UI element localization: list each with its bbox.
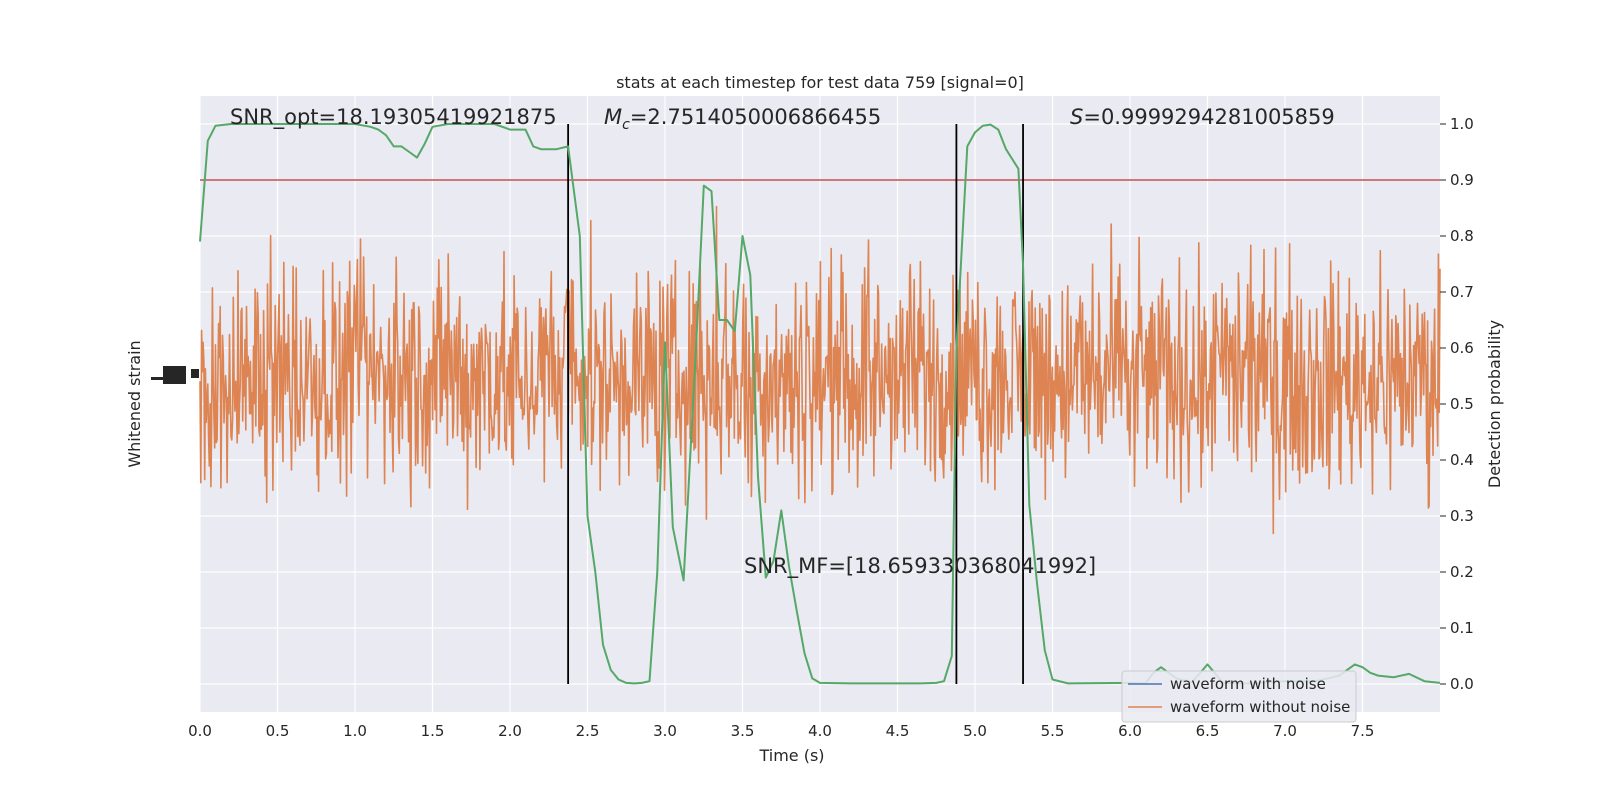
x-tick-label: 1.5 [421, 722, 445, 740]
waveform-without-noise-series [199, 205, 1441, 535]
x-tick-label: 3.5 [731, 722, 755, 740]
annotation-mc-symbol: M [604, 105, 622, 129]
annotation-snr-mf: SNR_MF=[18.659330368041992] [744, 554, 1096, 579]
x-tick-label: 0.5 [266, 722, 290, 740]
y-tick-label-right: 0.9 [1450, 171, 1474, 189]
waveform-without-noise-line [199, 205, 1441, 535]
x-tick-label: 4.5 [886, 722, 910, 740]
y-tick-label-right: 0.7 [1450, 283, 1474, 301]
legend: waveform with noise waveform without noi… [1121, 670, 1357, 723]
x-tick-label: 2.5 [576, 722, 600, 740]
x-axis-label: Time (s) [758, 746, 824, 765]
legend-label-without-noise: waveform without noise [1170, 698, 1350, 716]
y-tick-label-right: 0.5 [1450, 395, 1474, 413]
left-tick-mark [151, 377, 168, 380]
y-tick-label-right: 0.2 [1450, 563, 1474, 581]
x-tick-label: 7.0 [1273, 722, 1297, 740]
x-tick-label: 7.5 [1351, 722, 1375, 740]
x-tick-label: 6.5 [1196, 722, 1220, 740]
x-tick-label: 4.0 [808, 722, 832, 740]
annotation-s-value: =0.9999294281005859 [1083, 105, 1334, 129]
y-tick-label-right: 0.0 [1450, 675, 1474, 693]
annotation-s-symbol: S [1070, 105, 1083, 129]
x-tick-label: 6.0 [1118, 722, 1142, 740]
x-tick-label: 2.0 [498, 722, 522, 740]
y-axis-label-right: Detection probability [1485, 320, 1504, 488]
legend-label-with-noise: waveform with noise [1170, 675, 1326, 693]
annotation-mc-value: =2.7514050006866455 [630, 105, 881, 129]
annotation-mc-subscript: c [622, 117, 630, 133]
y-tick-label-right: 0.8 [1450, 227, 1474, 245]
y-tick-label-right: 1.0 [1450, 115, 1474, 133]
tick-layer: 0.0 0.5 1.0 1.5 2.0 2.5 3.0 3.5 4.0 4.5 5.0 5.5 6.0 6… [188, 115, 1474, 740]
y-axis-label-left: Whitened strain [125, 340, 144, 467]
chart-title: stats at each timestep for test data 759… [616, 73, 1024, 92]
annotation-snr-opt: SNR_opt=18.19305419921875 [230, 105, 557, 130]
left-tick-block [163, 366, 186, 384]
left-tick-block-small [191, 369, 199, 378]
x-tick-label: 3.0 [653, 722, 677, 740]
y-tick-label-right: 0.6 [1450, 339, 1474, 357]
y-tick-label-right: 0.1 [1450, 619, 1474, 637]
x-tick-label: 1.0 [343, 722, 367, 740]
legend-box [1121, 670, 1357, 723]
x-tick-label: 0.0 [188, 722, 212, 740]
annotation-mc: Mc=2.7514050006866455 [604, 105, 881, 133]
x-tick-label: 5.0 [963, 722, 987, 740]
left-axis-ticks-glyph [151, 366, 199, 384]
x-tick-label: 5.5 [1041, 722, 1065, 740]
y-tick-label-right: 0.3 [1450, 507, 1474, 525]
y-tick-label-right: 0.4 [1450, 451, 1474, 469]
annotation-s: S=0.9999294281005859 [1070, 105, 1335, 129]
